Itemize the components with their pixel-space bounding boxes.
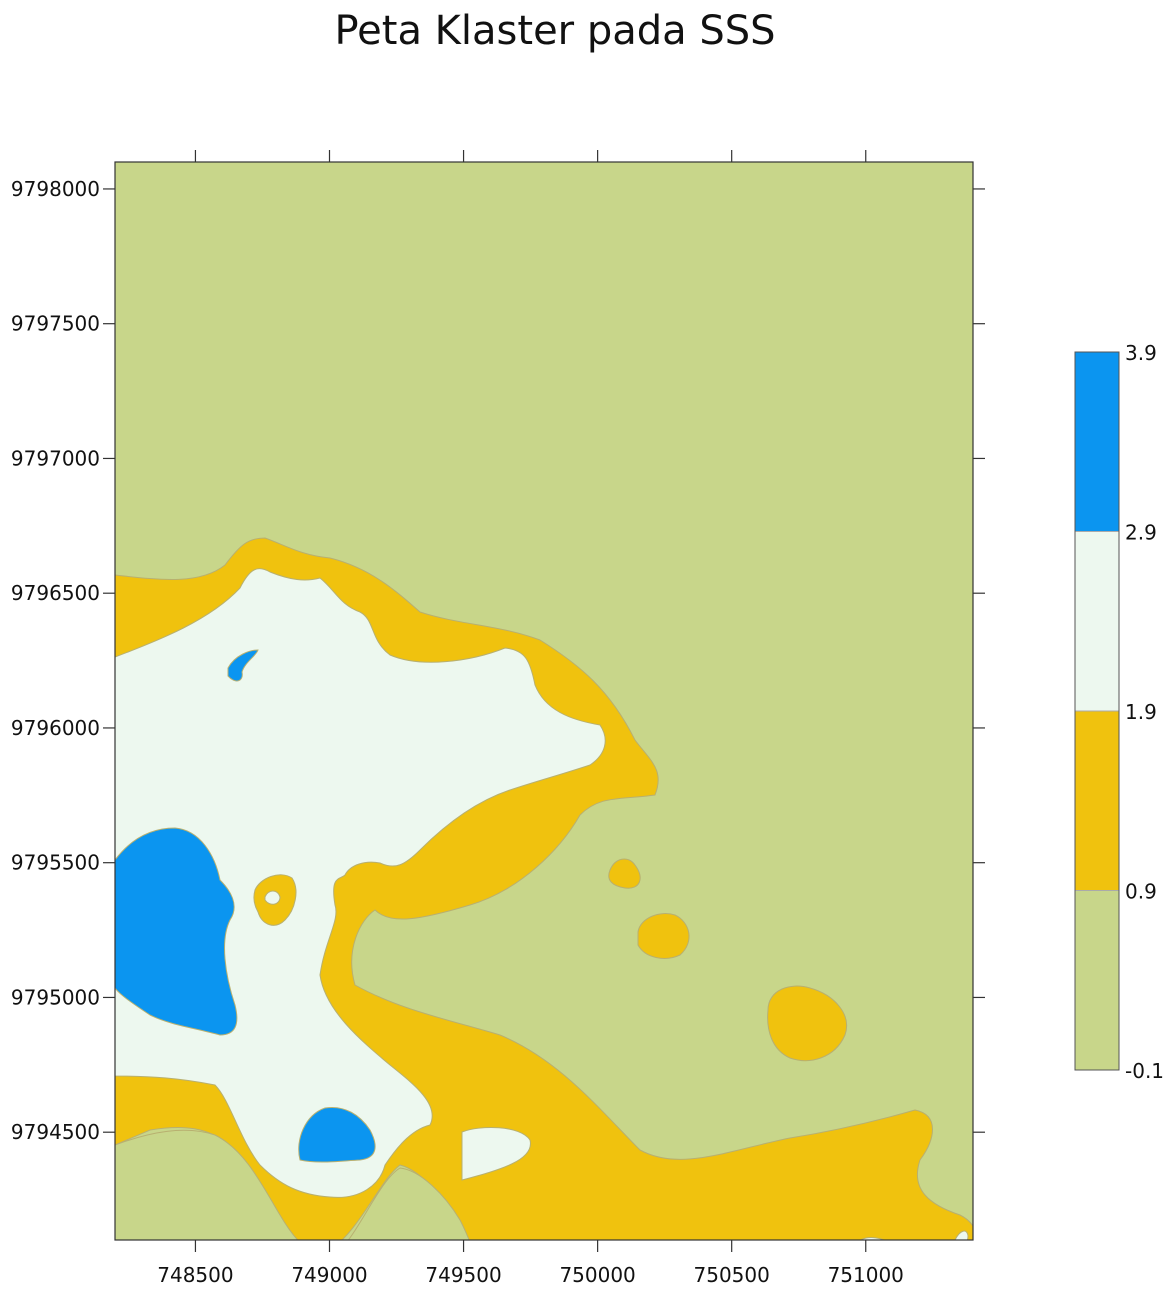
zone-high-corner-2 (954, 1230, 969, 1240)
y-tick-label-7: 9798000 (11, 177, 100, 201)
x-tick-label-5: 751000 (828, 1263, 904, 1287)
colorbar-segment-0 (1074, 890, 1120, 1071)
zone-top-small-blob (227, 649, 259, 682)
colorbar: -0.1 0.9 1.9 2.9 3.9 (1074, 341, 1164, 1083)
zone-high-ring-center (264, 890, 281, 905)
plot-frame (114, 161, 974, 1241)
y-tick-label-5: 9797000 (11, 446, 100, 470)
colorbar-segment-2 (1074, 531, 1120, 712)
zone-high-corner (860, 1237, 886, 1240)
zone-top-bottom-blob (298, 1106, 376, 1163)
chart-title: Peta Klaster pada SSS (334, 8, 776, 54)
colorbar-label-3: 2.9 (1125, 521, 1157, 545)
y-tick-label-2: 9795500 (11, 851, 100, 875)
colorbar-label-4: 3.9 (1125, 341, 1157, 365)
y-tick-label-0: 9794500 (11, 1120, 100, 1144)
zone-high-main (115, 568, 606, 1198)
x-tick-label-2: 749500 (425, 1263, 501, 1287)
zone-high-pocket (461, 1127, 531, 1181)
colorbar-segment-3 (1074, 351, 1120, 532)
y-tick-label-3: 9796000 (11, 716, 100, 740)
zone-mid-blob-2 (637, 913, 690, 959)
x-tick-label-0: 748500 (157, 1263, 233, 1287)
colorbar-frame (1074, 351, 1120, 1071)
x-tick-label-3: 750000 (559, 1263, 635, 1287)
y-tick-label-4: 9796500 (11, 581, 100, 605)
colorbar-segment-1 (1074, 710, 1120, 891)
y-tick-label-1: 9795000 (11, 985, 100, 1009)
colorbar-label-1: 0.9 (1125, 880, 1157, 904)
colorbar-label-2: 1.9 (1125, 700, 1157, 724)
zone-mid-blob-3 (767, 985, 847, 1062)
zone-top-left-blob (115, 827, 238, 1036)
axes: 748500 749000 749500 750000 750500 751000 9794… (11, 150, 985, 1287)
colorbar-label-0: -0.1 (1125, 1059, 1164, 1083)
zone-mid-blob-1 (608, 858, 641, 889)
x-tick-label-4: 750500 (694, 1263, 770, 1287)
zone-low-bottommid (347, 1167, 470, 1240)
y-tick-label-6: 9797500 (11, 312, 100, 336)
x-tick-label-1: 749000 (291, 1263, 367, 1287)
